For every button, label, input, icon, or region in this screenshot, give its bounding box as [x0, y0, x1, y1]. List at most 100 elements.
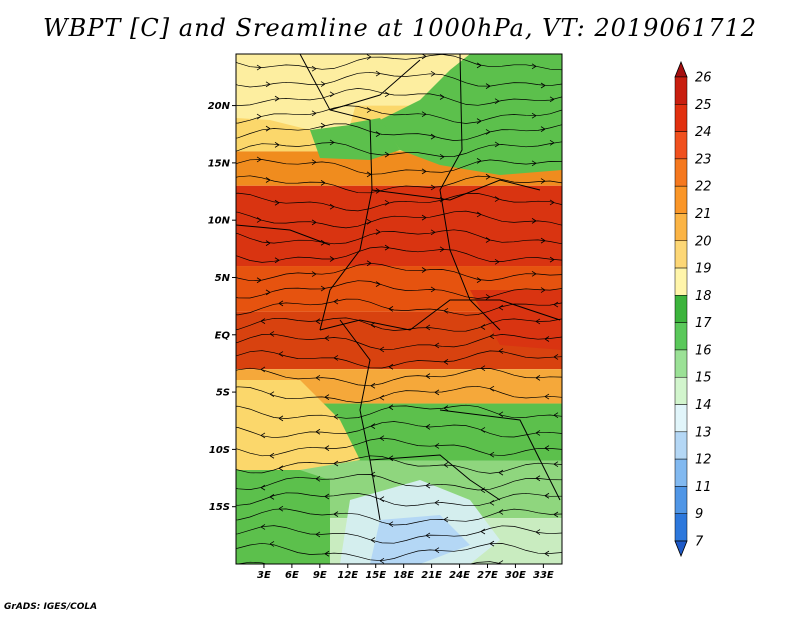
- streamline-arrow: [553, 354, 559, 360]
- streamline: [236, 159, 562, 175]
- colorbar-top-arrow: [674, 60, 688, 78]
- streamline-arrow: [531, 270, 537, 277]
- streamline-arrow: [274, 95, 280, 102]
- streamline-arrow: [333, 355, 339, 361]
- streamline-arrow: [329, 256, 335, 262]
- streamline-arrow: [489, 385, 495, 392]
- streamline: [236, 367, 562, 387]
- streamline-arrow: [379, 496, 385, 502]
- streamline-arrow: [256, 217, 262, 223]
- streamline: [236, 317, 562, 332]
- streamline-arrow: [260, 432, 266, 439]
- streamline-arrow: [535, 318, 541, 325]
- colorbar-label: 13: [695, 425, 712, 440]
- streamline-arrow: [274, 199, 280, 206]
- streamline-arrow: [311, 159, 317, 166]
- streamline: [236, 71, 562, 88]
- streamline-arrow: [329, 91, 335, 98]
- streamline-arrow: [315, 318, 321, 325]
- streamline-arrow: [425, 482, 431, 489]
- streamline-arrow: [324, 493, 330, 500]
- streamline-arrow: [531, 218, 537, 224]
- streamline-arrow: [544, 393, 550, 400]
- streamlines: [236, 54, 562, 575]
- streamline-arrow: [388, 363, 394, 370]
- streamline-arrow: [278, 351, 284, 357]
- streamline: [236, 437, 562, 457]
- streamline-arrow: [544, 445, 550, 451]
- streamline-arrow: [425, 532, 431, 539]
- streamline-arrow: [489, 540, 495, 547]
- streamline-arrow: [443, 405, 449, 411]
- streamline-arrow: [324, 394, 330, 400]
- lat-label: 5N: [215, 273, 231, 284]
- streamline: [236, 525, 562, 544]
- lat-label: EQ: [215, 330, 231, 341]
- streamline-arrow: [384, 151, 390, 158]
- streamline-arrow: [425, 324, 431, 331]
- streamline-arrow: [489, 451, 495, 458]
- wbpt-field: [236, 54, 562, 564]
- streamline-arrow: [329, 139, 335, 146]
- border-line: [371, 179, 541, 201]
- streamline-arrow: [480, 528, 486, 535]
- streamline-arrow: [375, 229, 381, 235]
- colorbar-swatch: [674, 458, 688, 487]
- colorbar-label: 18: [695, 289, 712, 304]
- streamline-arrow: [485, 129, 491, 135]
- streamline-arrow: [425, 424, 431, 430]
- streamline-arrow: [278, 415, 284, 422]
- streamline-arrow: [498, 411, 504, 418]
- lon-label: 18E: [393, 570, 414, 581]
- streamline-arrow: [320, 122, 326, 129]
- colorbar-label: 24: [695, 125, 712, 140]
- streamline-arrow: [315, 475, 321, 482]
- colorbar-swatch: [674, 158, 688, 187]
- colorbar-label: 21: [695, 207, 712, 222]
- streamline-arrow: [494, 141, 500, 148]
- chart-title: WBPT [C] and Sreamline at 1000hPa, VT: 2…: [42, 14, 758, 42]
- streamline-arrow: [260, 366, 266, 373]
- streamline-arrow: [366, 107, 372, 113]
- lon-label: 33E: [533, 570, 554, 581]
- streamline-arrow: [256, 113, 262, 120]
- streamline-arrow: [549, 199, 555, 206]
- streamline-arrow: [324, 445, 330, 451]
- colorbar-label: 23: [695, 152, 712, 167]
- streamline-arrow: [494, 98, 500, 105]
- lon-label: 3E: [257, 570, 271, 581]
- streamline-arrow: [278, 465, 284, 472]
- streamline-arrow: [269, 452, 275, 459]
- lon-label: 21E: [421, 570, 442, 581]
- streamline: [236, 88, 562, 106]
- streamline-arrow: [370, 423, 376, 429]
- colorbar-label: 9: [695, 507, 703, 522]
- latitude-axis: 20N 15N 10N 5N EQ 5S 10S 15S: [208, 101, 236, 513]
- colorbar-swatch: [674, 240, 688, 269]
- field-patch: [370, 515, 470, 564]
- lon-label: 6E: [285, 570, 299, 581]
- colorbar-swatch: [674, 213, 688, 242]
- streamline-arrow: [256, 277, 262, 284]
- colorbar-swatch: [674, 486, 688, 514]
- streamline-arrow: [375, 70, 381, 77]
- streamline: [236, 508, 562, 526]
- streamline-arrow: [315, 531, 321, 538]
- streamline-arrow: [278, 300, 284, 307]
- streamline-arrow: [265, 240, 271, 246]
- streamline-arrow: [384, 91, 390, 98]
- colorbar-swatch: [674, 376, 688, 405]
- streamline-arrow: [379, 346, 385, 353]
- streamline-arrow: [540, 287, 546, 293]
- streamline-arrow: [549, 96, 555, 103]
- streamline-arrow: [476, 118, 482, 124]
- streamline: [236, 404, 562, 419]
- streamline-arrow: [540, 237, 546, 244]
- streamline-arrow: [443, 359, 449, 365]
- colorbar-label: 26: [695, 71, 712, 86]
- streamline-arrow: [333, 460, 339, 467]
- streamline-arrow: [554, 570, 558, 575]
- colorbar-swatch: [674, 76, 688, 105]
- lat-label: 15N: [208, 158, 231, 169]
- streamline-arrow: [320, 81, 326, 87]
